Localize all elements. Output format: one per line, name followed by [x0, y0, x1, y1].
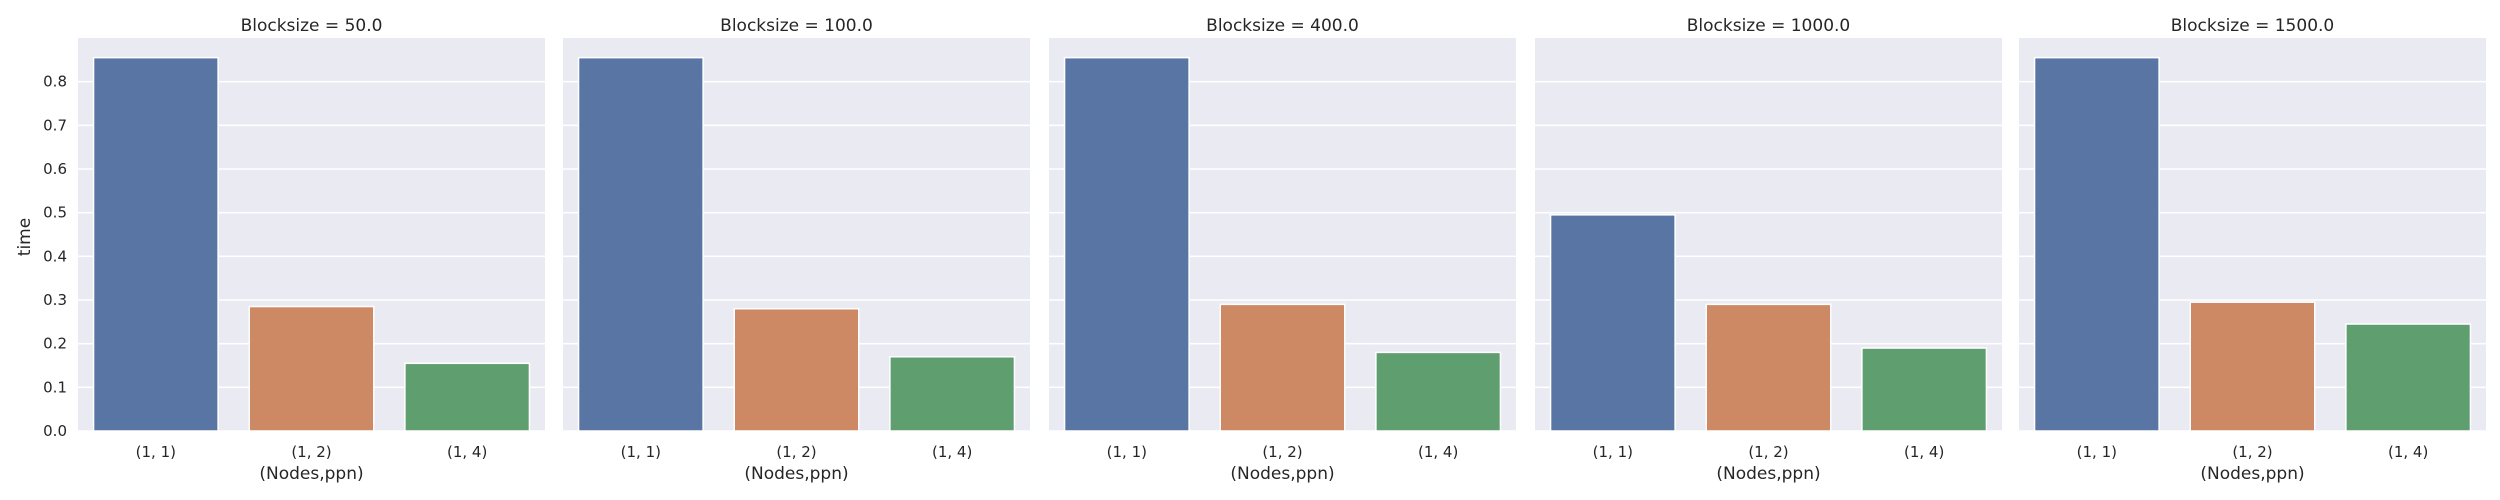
facet-3-x-tick-label-1: (1, 1)	[1107, 443, 1147, 461]
y-tick-label-5: 0.5	[43, 204, 67, 222]
facet-4-x-tick-label-1: (1, 1)	[1593, 443, 1633, 461]
facet-4-x-axis-label: (Nodes,ppn)	[1716, 464, 1820, 484]
facet-1-x-tick-label-3: (1, 4)	[447, 443, 487, 461]
facet-3-bar-2	[1219, 303, 1346, 432]
facet-4-x-tick-label-3: (1, 4)	[1904, 443, 1944, 461]
facet-2-bar-1	[577, 56, 704, 432]
facet-5-x-tick-label-2: (1, 2)	[2232, 443, 2272, 461]
facet-3-title: Blocksize = 400.0	[1206, 16, 1359, 36]
y-tick-label-2: 0.2	[43, 335, 67, 353]
facet-2-x-tick-label-1: (1, 1)	[621, 443, 661, 461]
facet-4-bar-1	[1549, 214, 1676, 432]
facet-1-title: Blocksize = 50.0	[241, 16, 383, 36]
y-tick-label-0: 0.0	[43, 422, 67, 440]
facet-2-title: Blocksize = 100.0	[720, 16, 873, 36]
facet-5-bar-3	[2345, 323, 2472, 432]
facet-5-x-tick-label-1: (1, 1)	[2077, 443, 2117, 461]
facet-4-bar-2	[1705, 303, 1832, 432]
facet-3-bar-1	[1063, 56, 1190, 432]
facet-4-x-tick-label-2: (1, 2)	[1748, 443, 1788, 461]
facet-2-bar-3	[889, 356, 1016, 432]
facet-4-bar-3	[1861, 347, 1988, 432]
y-tick-label-3: 0.3	[43, 291, 67, 309]
y-tick-label-7: 0.7	[43, 116, 67, 134]
y-tick-label-1: 0.1	[43, 378, 67, 396]
facet-2-x-axis-label: (Nodes,ppn)	[744, 464, 848, 484]
facet-4-title: Blocksize = 1000.0	[1687, 16, 1850, 36]
facet-1-bar-2	[248, 305, 375, 432]
facet-1-x-tick-label-2: (1, 2)	[291, 443, 331, 461]
y-axis-label: time	[15, 218, 35, 256]
facet-3-x-tick-label-2: (1, 2)	[1262, 443, 1302, 461]
facet-5-bar-1	[2033, 56, 2160, 432]
facet-3-x-axis-label: (Nodes,ppn)	[1230, 464, 1334, 484]
facet-1-bar-3	[404, 362, 531, 432]
facet-5-x-axis-label: (Nodes,ppn)	[2200, 464, 2304, 484]
y-tick-label-8: 0.8	[43, 73, 67, 91]
facet-5-bar-2	[2189, 301, 2316, 432]
y-tick-label-6: 0.6	[43, 160, 67, 178]
facet-1-x-axis-label: (Nodes,ppn)	[259, 464, 363, 484]
y-tick-label-4: 0.4	[43, 247, 67, 265]
facet-3-x-tick-label-3: (1, 4)	[1418, 443, 1458, 461]
facet-5-x-tick-label-3: (1, 4)	[2388, 443, 2428, 461]
facet-2-bar-2	[733, 307, 860, 432]
facet-2-x-tick-label-2: (1, 2)	[776, 443, 816, 461]
facet-3-bar-3	[1375, 351, 1502, 432]
facet-1-x-tick-label-1: (1, 1)	[136, 443, 176, 461]
facet-1-bar-1	[92, 56, 219, 432]
facet-2-x-tick-label-3: (1, 4)	[932, 443, 972, 461]
facet-5-title: Blocksize = 1500.0	[2171, 16, 2334, 36]
